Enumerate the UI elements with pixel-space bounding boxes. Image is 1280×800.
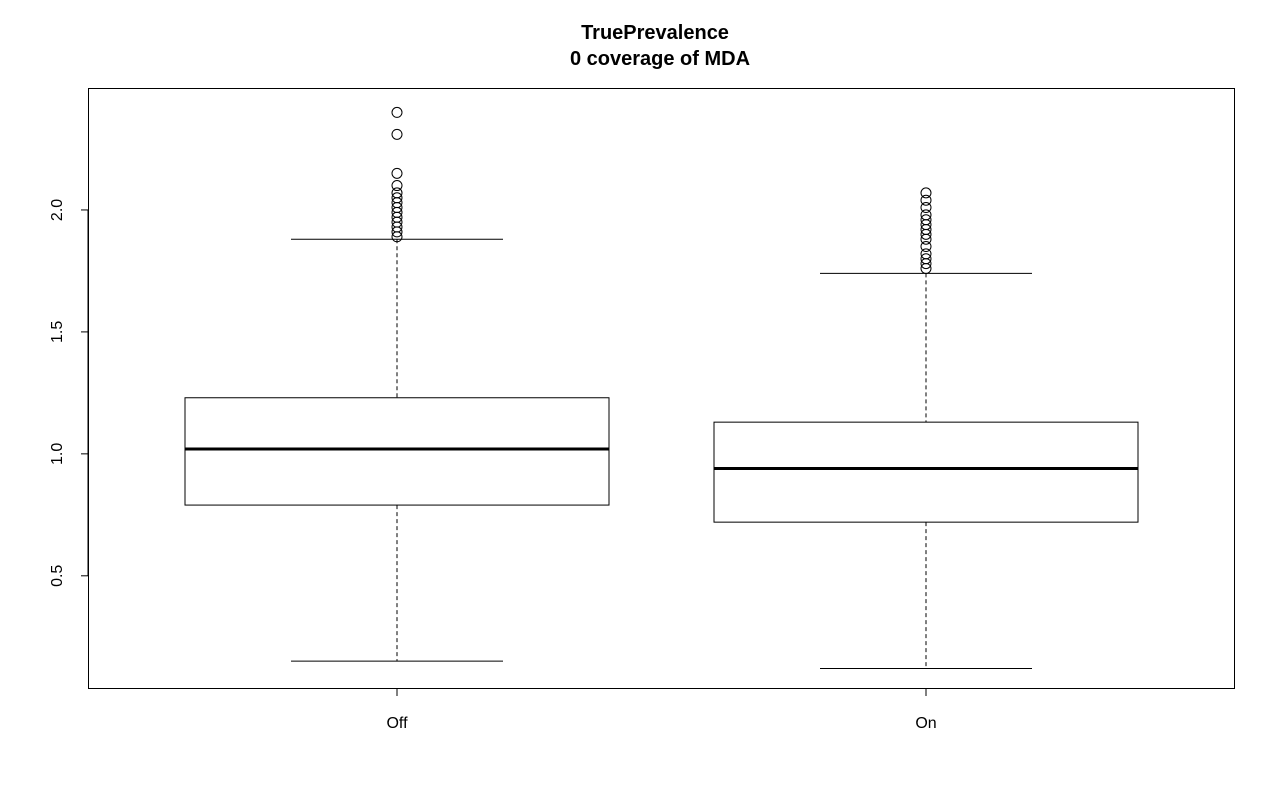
outlier-point xyxy=(920,253,932,265)
outlier-point xyxy=(391,180,403,192)
outlier-point xyxy=(920,214,932,226)
outlier-point xyxy=(920,194,932,206)
outlier-point xyxy=(920,202,932,214)
outlier-point xyxy=(920,248,932,260)
x-tick-label: Off xyxy=(386,715,408,732)
outlier-point xyxy=(391,192,403,204)
outlier-point xyxy=(391,128,403,140)
plot-frame xyxy=(88,88,1235,689)
y-tick-label: 1.0 xyxy=(49,443,66,465)
y-tick-label: 0.5 xyxy=(49,565,66,587)
x-tick-label: On xyxy=(915,715,936,732)
outlier-point xyxy=(920,209,932,221)
y-tick-label: 2.0 xyxy=(49,199,66,221)
box xyxy=(713,421,1139,523)
chart-subtitle: 0 coverage of MDA xyxy=(570,48,750,70)
outlier-point xyxy=(391,167,403,179)
outlier-point xyxy=(920,241,932,253)
outlier-point xyxy=(920,187,932,199)
chart-title: TruePrevalence xyxy=(581,22,729,44)
outlier-point xyxy=(391,106,403,118)
y-tick-label: 1.5 xyxy=(49,321,66,343)
outlier-point xyxy=(391,187,403,199)
box xyxy=(184,397,610,506)
